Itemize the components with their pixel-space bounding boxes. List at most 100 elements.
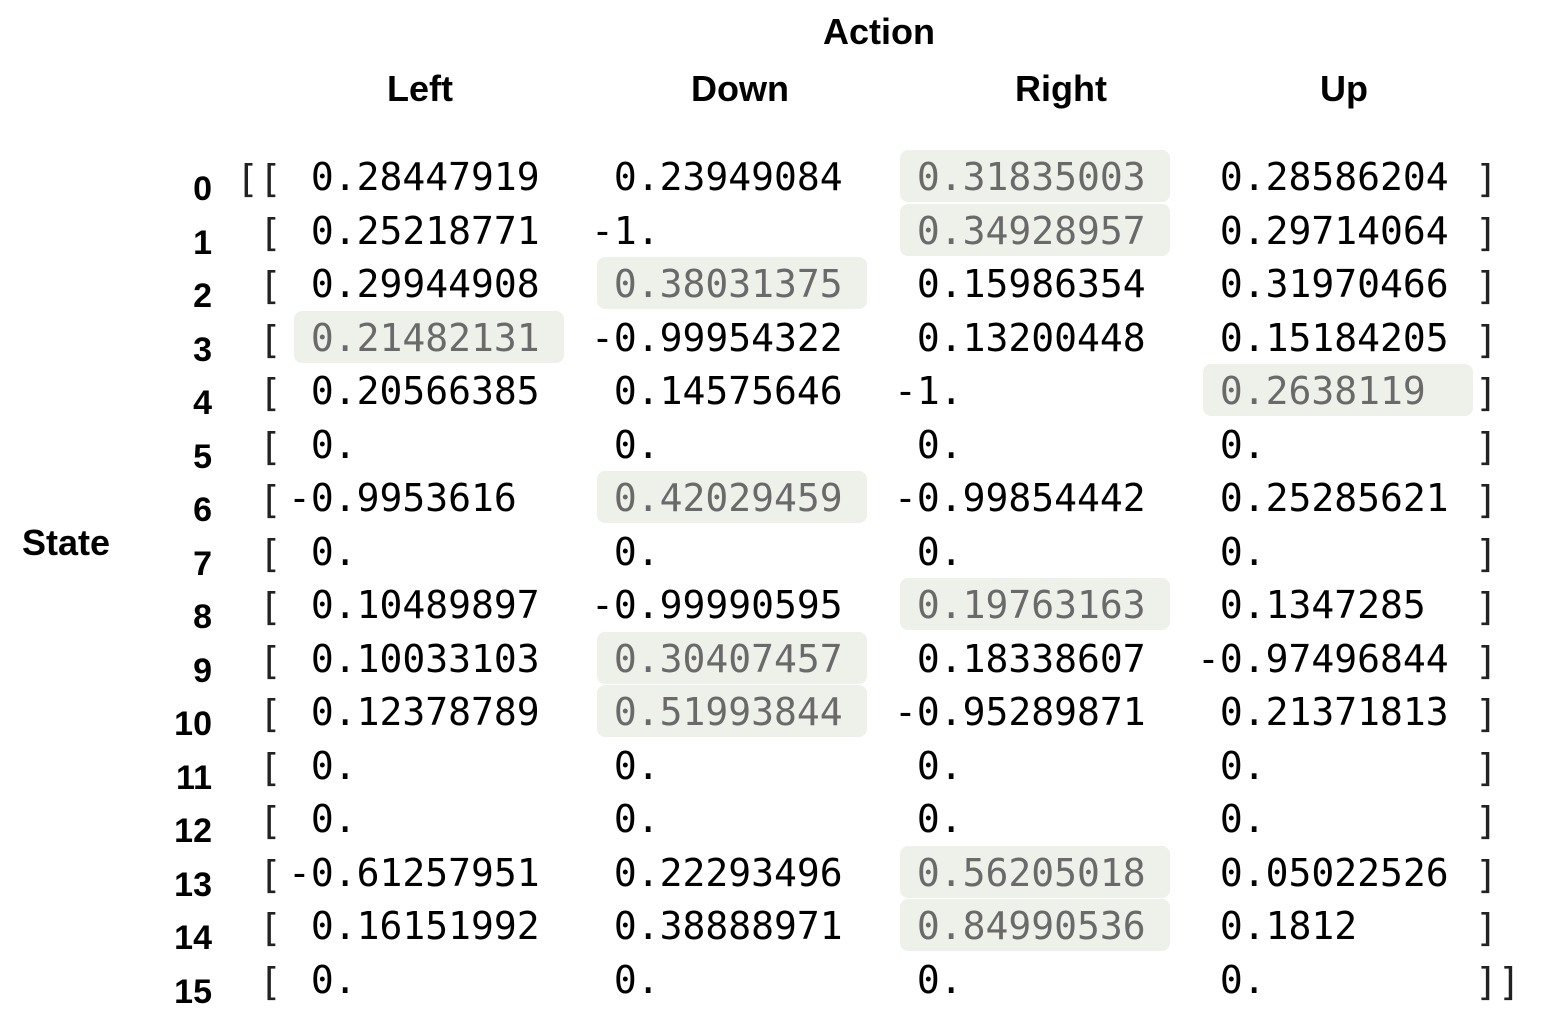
q-value-cell-right: -0.99854442	[894, 476, 1146, 520]
q-value-cell-left: 0.10489897	[288, 583, 540, 627]
q-value-cell-down: 0.	[591, 422, 660, 467]
q-value-cell-left: -0.9953616	[288, 476, 517, 520]
q-value-cell-left: 0.	[288, 957, 357, 1002]
q-value-cell-down: 0.38031375	[591, 262, 843, 306]
row-label-state-11: 11	[176, 758, 212, 797]
row-open-bracket: [	[236, 210, 282, 255]
q-value-cell-right: 0.18338607	[894, 636, 1146, 681]
row-open-bracket: [	[236, 317, 282, 362]
q-value-cell-left: 0.	[288, 743, 357, 788]
q-value-cell-down: 0.	[591, 743, 660, 788]
q-value-cell-right: 0.	[894, 743, 963, 788]
q-value-cell-left: 0.	[288, 797, 357, 841]
q-value-cell-down: 0.22293496	[591, 850, 843, 895]
q-value-cell-up: 0.21371813	[1197, 690, 1449, 734]
row-open-bracket: [	[236, 585, 282, 629]
row-label-state-4: 4	[193, 384, 212, 422]
row-close-bracket: ]	[1475, 585, 1498, 629]
q-value-cell-left: 0.29944908	[288, 262, 540, 306]
row-label-state-15: 15	[174, 972, 212, 1011]
row-label-state-8: 8	[193, 598, 212, 636]
row-close-bracket: ]	[1475, 264, 1498, 308]
q-value-cell-right: 0.	[894, 422, 963, 467]
row-close-bracket: ]	[1475, 157, 1498, 201]
q-value-cell-up: 0.	[1197, 422, 1266, 467]
q-value-cell-up: 0.2638119	[1197, 369, 1426, 413]
row-label-state-9: 9	[193, 651, 212, 690]
row-open-bracket: [	[236, 424, 282, 469]
row-close-bracket: ]	[1475, 638, 1498, 683]
q-value-cell-right: 0.15986354	[894, 262, 1146, 306]
row-open-bracket: [	[236, 478, 282, 522]
column-header-right: Right	[1015, 68, 1107, 109]
q-value-cell-left: 0.25218771	[288, 208, 540, 253]
q-value-cell-right: 0.31835003	[894, 155, 1146, 199]
q-value-cell-left: 0.21482131	[288, 315, 540, 360]
q-value-cell-down: -0.99990595	[591, 583, 843, 627]
row-close-bracket: ]	[1475, 371, 1498, 415]
row-close-bracket: ]	[1475, 478, 1498, 522]
row-label-state-0: 0	[193, 170, 212, 208]
q-value-cell-down: -1.	[591, 208, 660, 253]
row-open-bracket: [[	[236, 157, 282, 201]
row-close-bracket: ]	[1475, 424, 1498, 469]
row-label-state-12: 12	[174, 812, 212, 850]
row-open-bracket: [	[236, 531, 282, 576]
q-value-cell-left: 0.12378789	[288, 690, 540, 734]
row-close-bracket: ]]	[1475, 959, 1521, 1004]
q-value-cell-down: 0.23949084	[591, 155, 843, 199]
row-label-state-5: 5	[193, 437, 212, 476]
q-value-cell-down: 0.42029459	[591, 476, 843, 520]
q-value-cell-right: 0.34928957	[894, 208, 1146, 253]
q-value-cell-right: 0.	[894, 529, 963, 574]
q-value-cell-up: -0.97496844	[1197, 636, 1449, 681]
q-value-cell-right: 0.84990536	[894, 904, 1146, 948]
max-value-highlight	[294, 310, 564, 363]
row-open-bracket: [	[236, 959, 282, 1004]
row-open-bracket: [	[236, 692, 282, 736]
q-value-cell-down: 0.30407457	[591, 636, 843, 681]
row-close-bracket: ]	[1475, 317, 1498, 362]
row-open-bracket: [	[236, 371, 282, 415]
row-close-bracket: ]	[1475, 745, 1498, 790]
max-value-highlight	[597, 471, 867, 523]
row-label-state-14: 14	[174, 919, 212, 957]
q-value-cell-right: -1.	[894, 369, 963, 413]
row-open-bracket: [	[236, 638, 282, 683]
action-axis-title: Action	[823, 11, 935, 52]
row-label-state-2: 2	[193, 277, 212, 315]
max-value-highlight	[900, 845, 1170, 898]
q-value-cell-up: 0.15184205	[1197, 315, 1449, 360]
q-value-cell-up: 0.29714064	[1197, 208, 1449, 253]
q-value-cell-right: 0.56205018	[894, 850, 1146, 895]
max-value-highlight	[1203, 364, 1473, 416]
row-label-state-7: 7	[193, 544, 212, 583]
max-value-highlight	[900, 203, 1170, 256]
q-value-cell-down: 0.14575646	[591, 369, 843, 413]
row-open-bracket: [	[236, 264, 282, 308]
row-close-bracket: ]	[1475, 531, 1498, 576]
row-open-bracket: [	[236, 852, 282, 897]
q-value-cell-left: -0.61257951	[288, 850, 540, 895]
row-open-bracket: [	[236, 906, 282, 950]
row-open-bracket: [	[236, 799, 282, 843]
row-label-state-10: 10	[174, 705, 212, 743]
q-value-cell-up: 0.	[1197, 529, 1266, 574]
row-label-state-6: 6	[193, 491, 212, 529]
q-value-cell-left: 0.10033103	[288, 636, 540, 681]
q-value-cell-down: 0.	[591, 957, 660, 1002]
q-value-cell-up: 0.05022526	[1197, 850, 1449, 895]
max-value-highlight	[900, 150, 1170, 202]
q-value-cell-down: 0.	[591, 797, 660, 841]
q-value-cell-up: 0.25285621	[1197, 476, 1449, 520]
max-value-highlight	[900, 899, 1170, 951]
q-value-cell-up: 0.28586204	[1197, 155, 1449, 199]
q-value-cell-left: 0.20566385	[288, 369, 540, 413]
q-value-cell-left: 0.	[288, 529, 357, 574]
q-value-cell-left: 0.	[288, 422, 357, 467]
column-header-left: Left	[387, 68, 453, 109]
q-value-cell-up: 0.	[1197, 957, 1266, 1002]
row-close-bracket: ]	[1475, 692, 1498, 736]
row-close-bracket: ]	[1475, 799, 1498, 843]
q-value-cell-down: -0.99954322	[591, 315, 843, 360]
